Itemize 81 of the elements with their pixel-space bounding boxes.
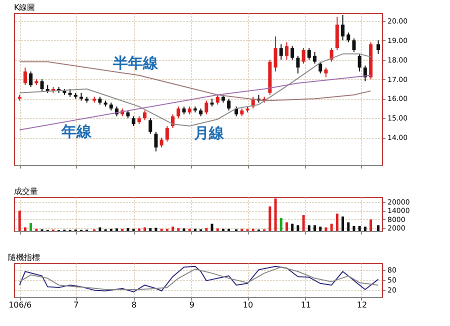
bar — [291, 224, 294, 231]
bar — [138, 228, 140, 231]
candlestick — [227, 98, 231, 111]
bar — [280, 218, 282, 231]
candlestick — [324, 67, 328, 78]
bar — [177, 228, 180, 231]
candlestick — [29, 70, 33, 88]
candlestick — [313, 51, 316, 64]
candlestick — [335, 16, 339, 51]
candlestick — [284, 42, 288, 60]
bar — [18, 210, 21, 231]
candlestick — [216, 94, 220, 106]
bar — [154, 228, 158, 231]
bar — [268, 206, 272, 231]
candlestick — [363, 65, 367, 82]
bar — [205, 228, 208, 231]
chart-title: 成交量 — [14, 187, 38, 196]
candlestick — [143, 110, 147, 121]
bar — [352, 226, 356, 231]
bar — [358, 226, 361, 231]
candlestick — [358, 53, 362, 72]
bar — [30, 223, 32, 231]
candlestick — [160, 137, 164, 148]
candlestick — [176, 106, 180, 119]
bar — [126, 228, 130, 231]
bar — [302, 215, 305, 231]
bar — [182, 228, 186, 231]
candlestick — [330, 48, 334, 62]
bar — [144, 227, 146, 231]
annotation: 年線 — [60, 122, 93, 141]
bar — [342, 216, 344, 231]
bar — [172, 226, 174, 231]
candlestick — [148, 118, 152, 134]
bar — [285, 222, 288, 231]
candlestick — [290, 46, 294, 60]
bar — [98, 227, 102, 231]
x-tick-label: 106/6 — [8, 300, 32, 310]
x-tick-label: 10 — [242, 300, 254, 310]
candlestick — [40, 78, 44, 92]
bar — [377, 225, 380, 231]
bar — [149, 228, 152, 231]
candlestick — [154, 131, 158, 152]
candlestick — [376, 40, 380, 54]
candlestick — [132, 116, 136, 127]
x-tick-label: 9 — [189, 300, 195, 310]
candlestick — [318, 61, 322, 74]
candlestick — [165, 126, 169, 142]
x-tick-label: 12 — [356, 300, 368, 310]
bar — [210, 224, 214, 231]
candlestick — [23, 67, 27, 86]
bar — [330, 224, 333, 231]
bar — [314, 225, 316, 231]
bar — [319, 226, 322, 231]
candlestick — [234, 106, 238, 117]
candlestick — [302, 48, 306, 64]
annotation: 月線 — [193, 124, 226, 142]
annotation: 半年線 — [112, 54, 159, 72]
bar — [216, 228, 219, 231]
candlestick — [204, 100, 208, 115]
candlestick — [296, 55, 300, 74]
candlestick — [346, 32, 350, 43]
bar — [336, 214, 338, 231]
bar — [370, 219, 372, 231]
bar — [308, 225, 310, 231]
bar — [115, 228, 118, 231]
bar — [296, 225, 300, 231]
chart-title: K線圖 — [14, 3, 36, 12]
bar — [324, 227, 328, 231]
bar — [347, 222, 350, 231]
chart-title: 隨機指標 — [8, 253, 40, 262]
candlestick — [274, 36, 278, 72]
candlestick — [307, 48, 311, 60]
bar — [364, 226, 366, 231]
bar — [274, 198, 277, 231]
x-tick-label: 8 — [132, 300, 137, 310]
candlestick — [279, 44, 283, 60]
bar — [24, 227, 26, 231]
x-tick-label: 7 — [74, 300, 79, 310]
x-tick-label: 11 — [300, 300, 312, 310]
candlestick — [341, 14, 345, 41]
candlestick — [352, 38, 356, 52]
